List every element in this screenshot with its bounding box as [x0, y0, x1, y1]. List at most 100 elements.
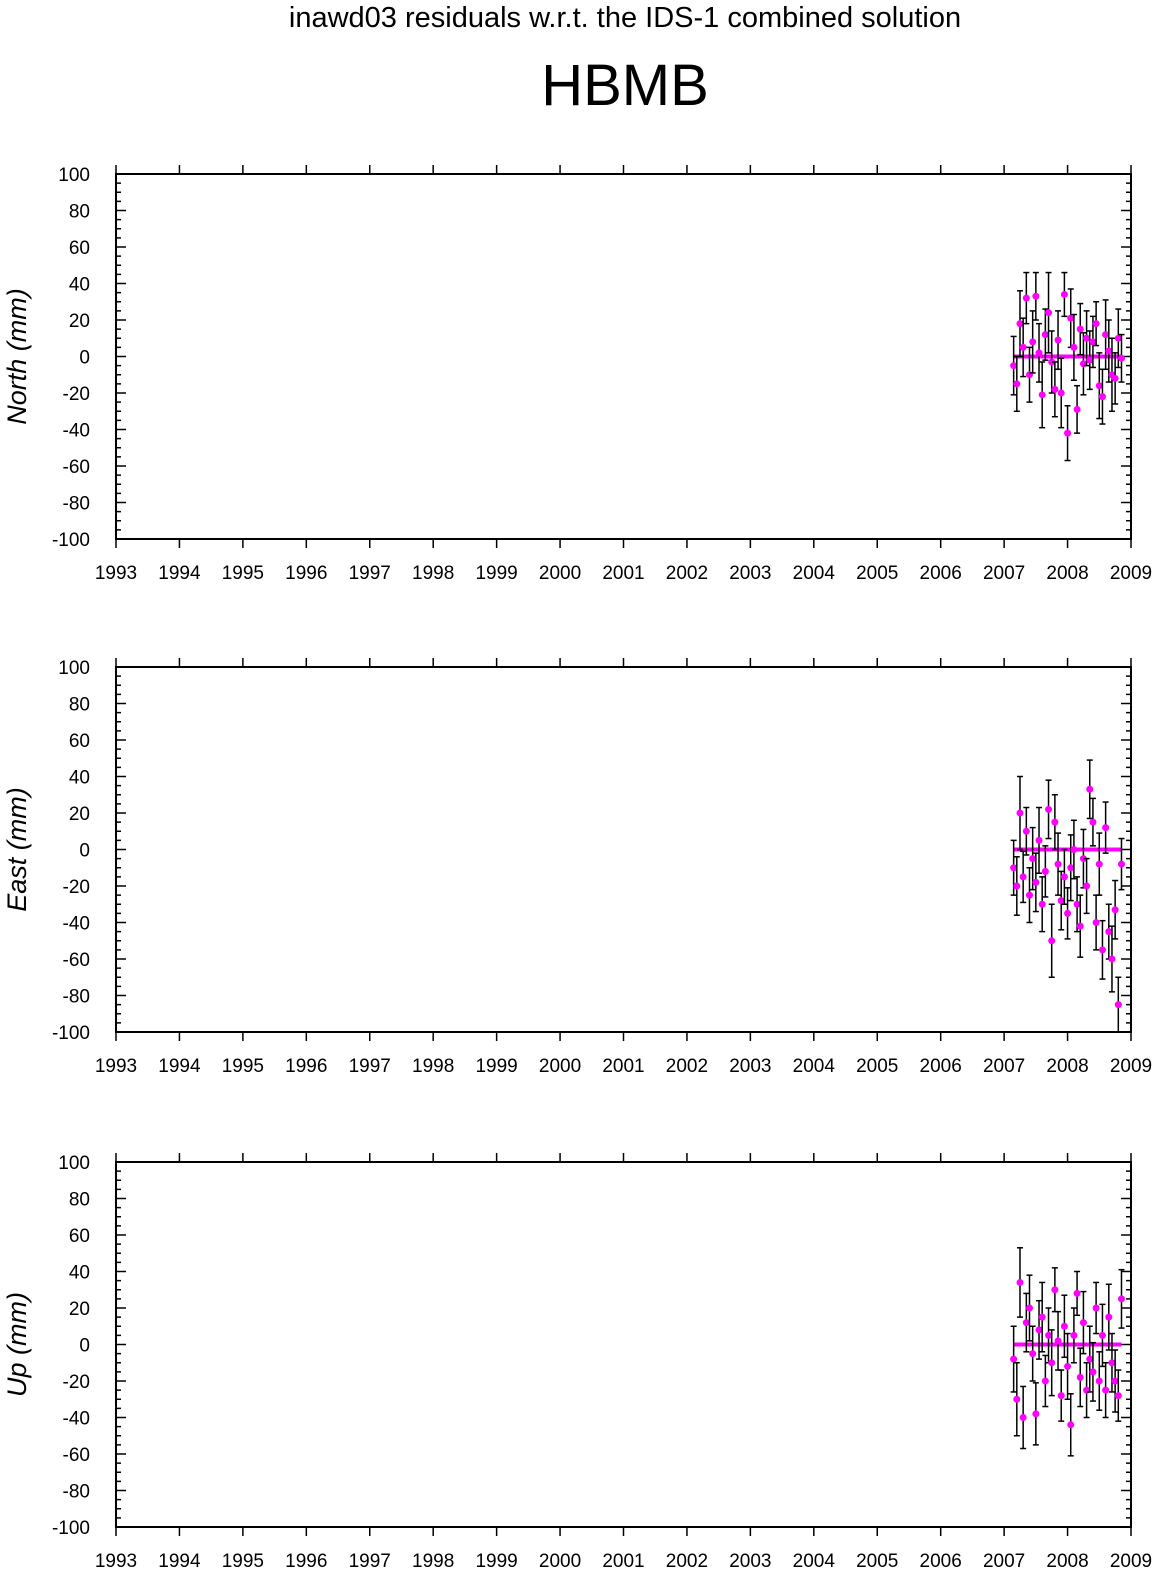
- y-tick-label: -20: [63, 877, 90, 898]
- x-tick-label: 1994: [158, 1056, 201, 1077]
- data-point: [1089, 1368, 1097, 1376]
- x-tick-label: 1998: [412, 1551, 454, 1572]
- data-point: [1095, 382, 1103, 390]
- data-point: [1038, 1313, 1046, 1321]
- x-tick-label: 1997: [349, 563, 391, 584]
- x-tick-label: 2002: [666, 563, 708, 584]
- x-tick-label: 1998: [412, 563, 454, 584]
- data-point: [1013, 380, 1021, 388]
- data-point: [1070, 846, 1078, 853]
- data-point: [1045, 309, 1053, 317]
- data-point: [1048, 937, 1056, 945]
- data-point: [1048, 358, 1056, 366]
- y-tick-label: 100: [58, 658, 90, 679]
- x-tick-label: 2004: [793, 1056, 836, 1077]
- data-point: [1086, 785, 1094, 793]
- data-point: [1105, 928, 1113, 936]
- data-point: [1089, 338, 1097, 346]
- station-title: HBMB: [541, 53, 709, 118]
- x-tick-label: 2000: [539, 1056, 581, 1077]
- figure-title: inawd03 residuals w.r.t. the IDS-1 combi…: [288, 2, 962, 34]
- plot-frame: [115, 173, 1132, 540]
- y-axis-label: Up (mm): [2, 1292, 32, 1397]
- x-tick-label: 1997: [349, 1551, 391, 1572]
- y-tick-label: -80: [63, 1482, 90, 1503]
- data-point: [1060, 290, 1068, 298]
- data-point: [1079, 855, 1087, 863]
- data-point: [1083, 334, 1091, 342]
- data-point: [1114, 1392, 1122, 1400]
- y-tick-label: 0: [79, 841, 90, 862]
- data-point: [1022, 294, 1030, 302]
- y-tick-label: -40: [63, 1409, 90, 1430]
- data-point: [1098, 1331, 1106, 1339]
- x-tick-label: 2002: [666, 1056, 708, 1077]
- data-point: [1098, 946, 1106, 954]
- x-tick-label: 1994: [158, 563, 201, 584]
- y-axis-label: East (mm): [2, 787, 32, 912]
- x-tick-label: 2006: [920, 1551, 962, 1572]
- y-tick-label: -60: [63, 1445, 90, 1466]
- data-point: [1013, 1395, 1021, 1403]
- x-tick-label: 1996: [285, 563, 327, 584]
- x-tick-label: 2001: [602, 563, 644, 584]
- data-point: [1035, 349, 1043, 357]
- data-point: [1076, 922, 1084, 930]
- y-axis-label: North (mm): [2, 288, 32, 425]
- data-point: [1114, 334, 1122, 342]
- data-point: [1076, 1373, 1084, 1381]
- data-point: [1038, 391, 1046, 399]
- data-point: [1092, 320, 1100, 328]
- x-tick-label: 2009: [1110, 1056, 1152, 1077]
- data-point: [1060, 873, 1068, 881]
- x-tick-label: 1999: [475, 1551, 517, 1572]
- x-tick-label: 2007: [983, 1551, 1025, 1572]
- y-tick-label: -80: [63, 494, 90, 515]
- data-point: [1022, 827, 1030, 835]
- data-point: [1092, 1304, 1100, 1312]
- y-tick-label: -100: [52, 1518, 90, 1539]
- y-tick-label: 0: [79, 348, 90, 369]
- x-tick-label: 1995: [222, 1056, 264, 1077]
- y-tick-label: -40: [63, 421, 90, 442]
- x-tick-label: 2000: [539, 1551, 581, 1572]
- x-tick-label: 2005: [856, 1551, 898, 1572]
- x-tick-label: 2007: [983, 563, 1025, 584]
- x-tick-label: 2001: [602, 1056, 644, 1077]
- data-point: [1111, 906, 1119, 914]
- x-tick-label: 2002: [666, 1551, 708, 1572]
- data-point: [1076, 325, 1084, 333]
- data-point: [1045, 1331, 1053, 1339]
- data-point: [1095, 860, 1103, 868]
- data-point: [1029, 1350, 1037, 1358]
- data-point: [1086, 1355, 1094, 1363]
- x-tick-label: 1993: [95, 1056, 137, 1077]
- data-point: [1032, 878, 1040, 886]
- data-point: [1086, 356, 1094, 364]
- y-tick-label: 20: [69, 804, 90, 825]
- data-point: [1051, 1286, 1059, 1294]
- y-tick-label: 80: [69, 1190, 90, 1211]
- data-point: [1057, 1392, 1065, 1400]
- data-point: [1051, 818, 1059, 826]
- data-point: [1016, 809, 1024, 817]
- x-tick-label: 1995: [222, 1551, 264, 1572]
- data-point: [1102, 331, 1110, 339]
- x-tick-label: 2003: [729, 563, 771, 584]
- y-tick-label: 20: [69, 311, 90, 332]
- data-point: [1035, 836, 1043, 844]
- data-point: [1064, 909, 1072, 917]
- data-point: [1102, 824, 1110, 832]
- data-point: [1073, 405, 1081, 413]
- x-tick-label: 2008: [1046, 1056, 1088, 1077]
- data-point: [1026, 891, 1033, 899]
- data-point: [1070, 343, 1078, 351]
- data-point: [1032, 1410, 1040, 1418]
- data-point: [1013, 882, 1021, 890]
- x-tick-label: 1999: [475, 563, 517, 584]
- x-tick-label: 1999: [475, 1056, 517, 1077]
- data-point: [1016, 1278, 1024, 1286]
- x-tick-label: 1994: [158, 1551, 201, 1572]
